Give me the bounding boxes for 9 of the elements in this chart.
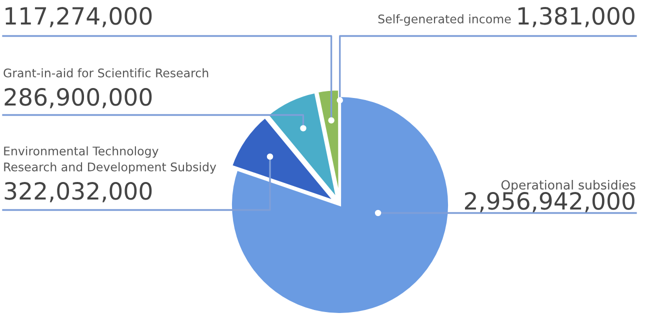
data-label: 117,274,000 — [6, 6, 152, 28]
slice-label: Operational subsidies — [501, 180, 636, 192]
slice-label: Environmental Technology Research and Development Subsidy — [4, 146, 216, 174]
data-label: 322,032,000 — [4, 182, 152, 202]
data-label: 286,900,000 — [4, 88, 152, 108]
data-label: 1,381,000 — [518, 6, 634, 28]
slice-label: Grant-in-aid for Scientific Research — [4, 68, 208, 78]
data-label: 2,956,942,000 — [464, 192, 634, 212]
slice-label: Self-generated income — [378, 14, 511, 26]
